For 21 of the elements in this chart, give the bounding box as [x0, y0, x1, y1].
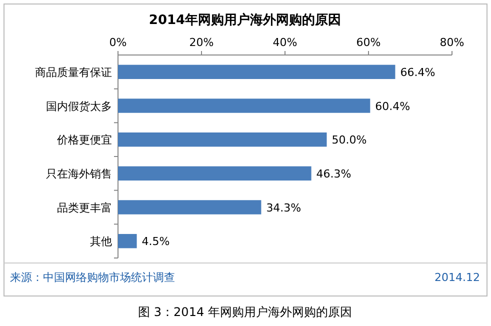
xtick: 80%: [440, 36, 464, 49]
value-label: 46.3%: [316, 167, 352, 180]
category: 只在海外销售: [46, 167, 112, 180]
annotation: 图 3：2014 年网购用户海外网购的原因: [138, 305, 352, 319]
category: 国内假货太多: [46, 100, 112, 113]
category: 其他: [90, 235, 112, 248]
value-label: 50.0%: [332, 134, 367, 147]
value-label: 4.5%: [142, 235, 170, 248]
xtick: 0%: [109, 36, 127, 49]
category: 商品质量有保证: [35, 66, 112, 79]
value-label: 66.4%: [400, 66, 436, 79]
value-label: 60.4%: [375, 100, 410, 113]
title: 2014年网购用户海外网购的原因: [148, 13, 342, 28]
annotation: 来源：中国网络购物市场统计调查: [10, 271, 175, 284]
category: 价格更便宜: [57, 134, 112, 147]
xtick: 20%: [189, 36, 214, 49]
annotation: 2014.12: [434, 271, 480, 284]
xtick: 40%: [272, 36, 298, 49]
category: 品类更丰富: [57, 201, 112, 214]
xtick: 60%: [356, 36, 381, 49]
value-label: 34.3%: [266, 201, 302, 214]
